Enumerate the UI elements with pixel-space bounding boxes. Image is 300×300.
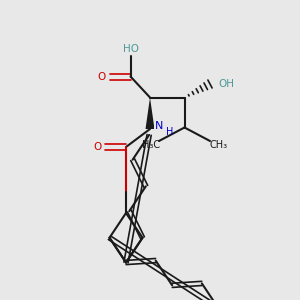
Text: CH₃: CH₃ [210,140,228,151]
Polygon shape [146,98,154,129]
Text: O: O [93,142,102,152]
Text: HO: HO [122,44,139,54]
Text: O: O [98,71,106,82]
Text: OH: OH [218,79,235,89]
Text: H: H [166,127,173,137]
Text: H₃C: H₃C [142,140,160,151]
Text: N: N [155,121,163,131]
